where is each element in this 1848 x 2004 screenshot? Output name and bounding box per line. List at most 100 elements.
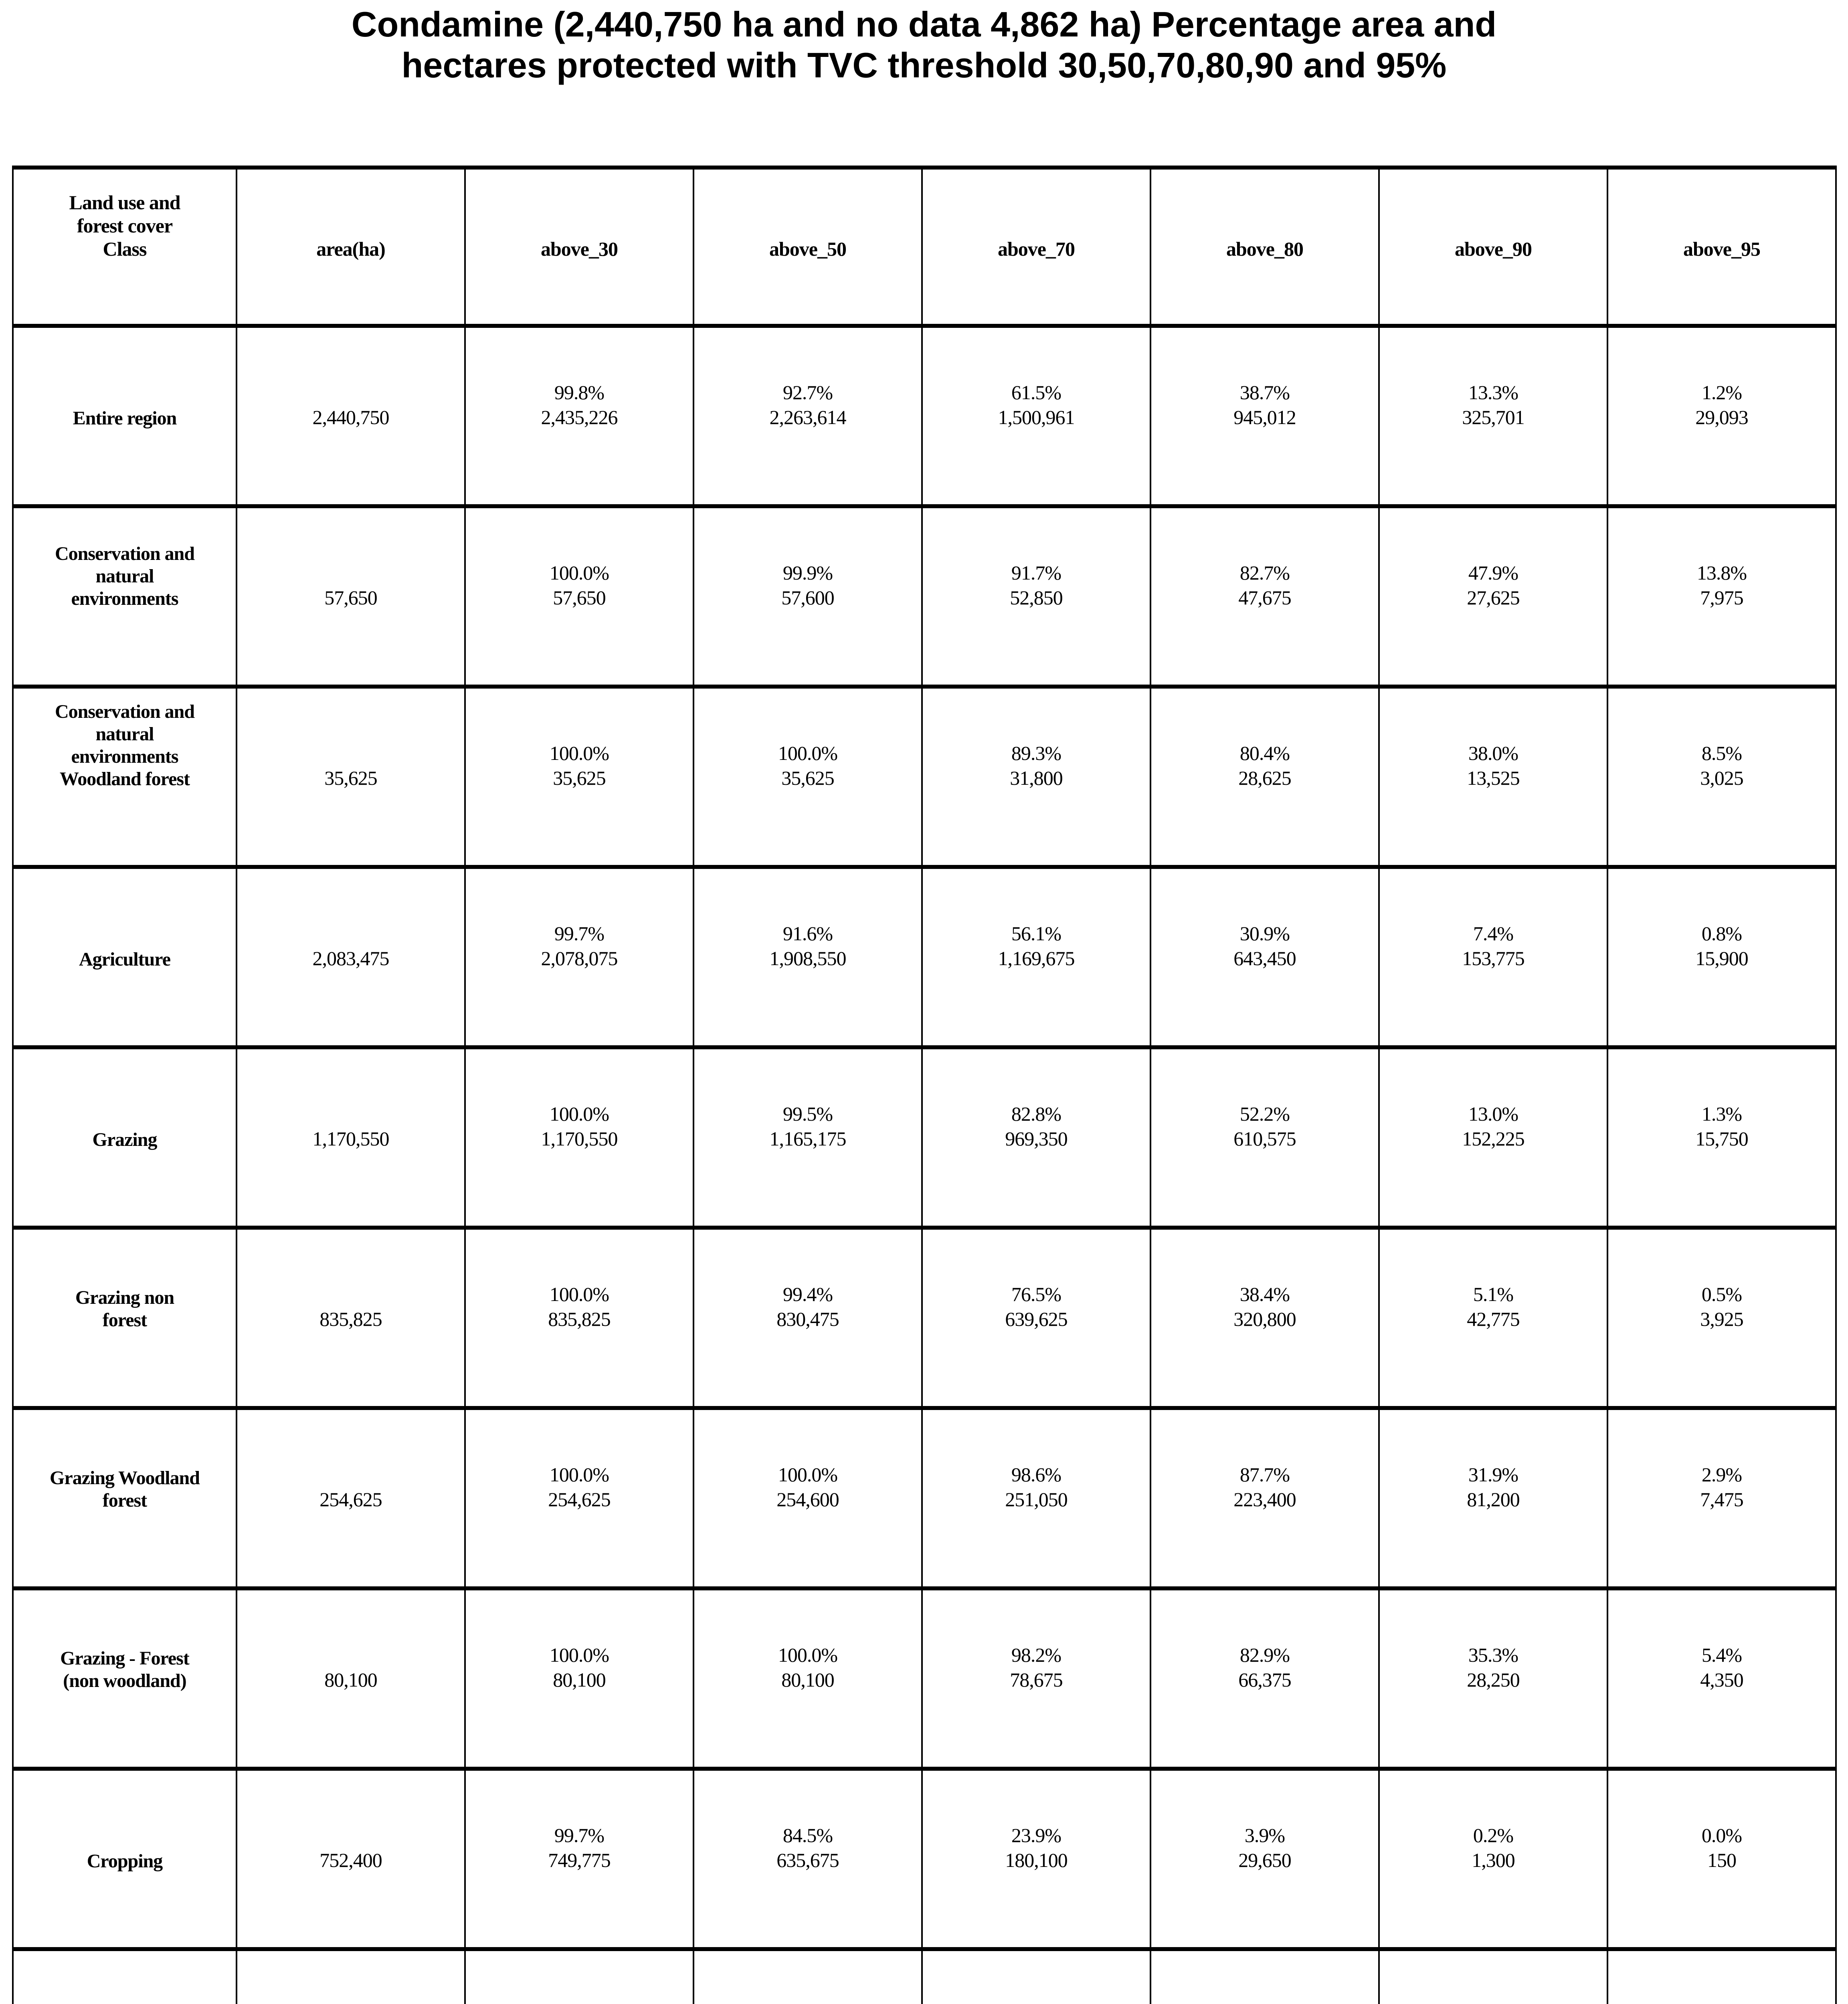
above-95-cell: 8.5% 3,025 <box>1607 685 1837 869</box>
pct-value: 99.7% <box>554 1824 605 1846</box>
above-95-cell: 0.0% 150 <box>1607 1767 1837 1951</box>
above-80-cell: 82.7% 47,675 <box>1150 504 1380 689</box>
ha-value: 52,850 <box>1010 586 1063 609</box>
above-50-cell: 67.0%107,425 <box>693 1947 923 2004</box>
pct-value: 99.8% <box>554 381 605 404</box>
above-90-cell: 47.9% 27,625 <box>1378 504 1608 689</box>
ha-value: 15,750 <box>1695 1127 1749 1150</box>
above-50-cell: 84.5% 635,675 <box>693 1767 923 1951</box>
above-30-cell: 100.0% 1,170,550 <box>464 1045 694 1230</box>
pct-value: 31.9% <box>1468 1463 1518 1486</box>
pct-value: 0.0% <box>1701 1824 1742 1846</box>
pct-value: 100.0% <box>778 1644 838 1666</box>
ha-value: 66,375 <box>1238 1669 1292 1691</box>
ha-value: 325,701 <box>1462 406 1525 428</box>
table-row: Agriculture 2,083,475 99.7% 2,078,075 91.… <box>12 865 1837 1049</box>
above-80-cell: 87.7% 223,400 <box>1150 1406 1380 1590</box>
area-cell: 835,825 <box>236 1226 466 1410</box>
row-label: Grazing Woodland forest <box>12 1406 237 1590</box>
row-label: Conservation and natural environments <box>12 504 237 689</box>
area-cell: 57,650 <box>236 504 466 689</box>
above-50-cell: 99.5% 1,165,175 <box>693 1045 923 1230</box>
pct-value: 0.8% <box>1701 922 1742 945</box>
row-label: Irrigation <box>12 1947 237 2004</box>
col-header-area: area(ha) <box>236 166 466 328</box>
above-95-cell: 1.2% 29,093 <box>1607 324 1837 508</box>
ha-value: 2,263,614 <box>769 406 847 428</box>
row-label: Agriculture <box>12 865 237 1049</box>
above-80-cell: 38.4% 320,800 <box>1150 1226 1380 1410</box>
pct-value: 76.5% <box>1011 1283 1061 1305</box>
ha-value: 835,825 <box>548 1308 611 1330</box>
above-30-cell: 98.3%157,475 <box>464 1947 694 2004</box>
above-70-cell: 82.8% 969,350 <box>921 1045 1151 1230</box>
above-90-cell: 13.3% 325,701 <box>1378 324 1608 508</box>
pct-value: 100.0% <box>549 1644 609 1666</box>
ha-value: 639,625 <box>1005 1308 1068 1330</box>
above-90-cell: 31.9% 81,200 <box>1378 1406 1608 1590</box>
ha-value: 152,225 <box>1462 1127 1525 1150</box>
ha-value: 28,250 <box>1467 1669 1520 1691</box>
pct-value: 1.3% <box>1701 1103 1742 1125</box>
above-90-cell: 0.2%250 <box>1378 1947 1608 2004</box>
col-header-above-50: above_50 <box>693 166 923 328</box>
ha-value: 78,675 <box>1010 1669 1063 1691</box>
title-line-1: Condamine (2,440,750 ha and no data 4,86… <box>351 4 1497 44</box>
pct-value: 1.2% <box>1701 381 1742 404</box>
pct-value: 3.9% <box>1244 1824 1285 1846</box>
area-cell: 160,250 <box>236 1947 466 2004</box>
pct-value: 89.3% <box>1011 742 1061 764</box>
area-cell: 35,625 <box>236 685 466 869</box>
above-30-cell: 100.0% 254,625 <box>464 1406 694 1590</box>
pct-value: 7.4% <box>1473 922 1514 945</box>
ha-value: 1,500,961 <box>998 406 1075 428</box>
ha-value: 1,165,175 <box>769 1127 847 1150</box>
pct-value: 2.9% <box>1701 1463 1742 1486</box>
pct-value: 13.8% <box>1696 562 1747 584</box>
above-50-cell: 91.6% 1,908,550 <box>693 865 923 1049</box>
pct-value: 99.9% <box>782 562 833 584</box>
ha-value: 81,200 <box>1467 1488 1520 1511</box>
pct-value: 8.5% <box>1701 742 1742 764</box>
above-70-cell: 89.3% 31,800 <box>921 685 1151 869</box>
table-row: Grazing - Forest (non woodland) 80,100 1… <box>12 1586 1837 1771</box>
above-90-cell: 7.4% 153,775 <box>1378 865 1608 1049</box>
pct-value: 91.6% <box>782 922 833 945</box>
ha-value: 7,475 <box>1700 1488 1744 1511</box>
above-95-cell: 13.8% 7,975 <box>1607 504 1837 689</box>
pct-value: 99.7% <box>554 922 605 945</box>
ha-value: 251,050 <box>1005 1488 1068 1511</box>
pct-value: 0.5% <box>1701 1283 1742 1305</box>
pct-value: 100.0% <box>549 1283 609 1305</box>
title-line-2: hectares protected with TVC threshold 30… <box>401 45 1447 85</box>
ha-value: 28,625 <box>1238 767 1292 789</box>
above-50-cell: 99.9% 57,600 <box>693 504 923 689</box>
ha-value: 153,775 <box>1462 947 1525 970</box>
ha-value: 1,169,675 <box>998 947 1075 970</box>
above-80-cell: 3.9% 29,650 <box>1150 1767 1380 1951</box>
pct-value: 99.5% <box>782 1103 833 1125</box>
table-row: Grazing Woodland forest 254,625 100.0% 25… <box>12 1406 1837 1590</box>
ha-value: 1,908,550 <box>769 947 847 970</box>
ha-value: 2,078,075 <box>541 947 618 970</box>
above-30-cell: 100.0% 35,625 <box>464 685 694 869</box>
pct-value: 100.0% <box>549 742 609 764</box>
pct-value: 35.3% <box>1468 1644 1518 1666</box>
ha-value: 1,170,550 <box>541 1127 618 1150</box>
above-90-cell: 35.3% 28,250 <box>1378 1586 1608 1771</box>
pct-value: 100.0% <box>778 1463 838 1486</box>
page-title: Condamine (2,440,750 ha and no data 4,86… <box>0 4 1848 86</box>
above-50-cell: 100.0% 35,625 <box>693 685 923 869</box>
pct-value: 13.0% <box>1468 1103 1518 1125</box>
above-95-cell: 0.5% 3,925 <box>1607 1226 1837 1410</box>
col-header-above-95: above_95 <box>1607 166 1837 328</box>
ha-value: 749,775 <box>548 1849 611 1871</box>
above-30-cell: 99.7% 749,775 <box>464 1767 694 1951</box>
ha-value: 945,012 <box>1233 406 1296 428</box>
above-70-cell: 12.5%20,050 <box>921 1947 1151 2004</box>
col-header-class: Land use and forest cover Class <box>12 166 237 328</box>
ha-value: 320,800 <box>1233 1308 1296 1330</box>
area-cell: 752,400 <box>236 1767 466 1951</box>
ha-value: 223,400 <box>1233 1488 1296 1511</box>
pct-value: 98.2% <box>1011 1644 1061 1666</box>
